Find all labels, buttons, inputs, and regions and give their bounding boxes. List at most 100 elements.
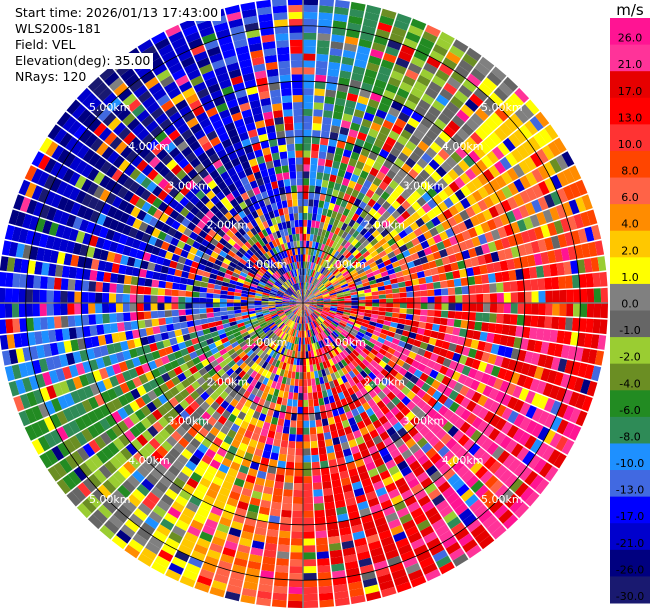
range-gate — [8, 241, 19, 257]
range-gate — [435, 555, 452, 569]
range-gate — [296, 303, 303, 306]
range-gate — [368, 55, 382, 66]
range-gate — [349, 315, 357, 320]
range-gate — [365, 157, 375, 167]
range-gate — [176, 240, 186, 250]
range-gate — [448, 303, 456, 311]
range-gate — [206, 298, 213, 303]
range-gate — [167, 267, 176, 276]
range-gate — [585, 318, 594, 333]
range-gate — [171, 164, 183, 176]
range-gate — [174, 192, 185, 203]
range-gate — [65, 378, 77, 392]
range-gate — [327, 68, 340, 77]
range-gate — [235, 402, 244, 411]
range-gate — [352, 452, 363, 462]
range-gate — [50, 177, 62, 193]
range-gate — [95, 303, 103, 314]
range-gate — [216, 275, 224, 282]
range-gate — [443, 185, 455, 197]
range-gate — [56, 251, 66, 265]
range-gate — [63, 340, 73, 353]
range-gate — [316, 53, 329, 62]
range-gate — [268, 515, 280, 524]
range-gate — [145, 473, 159, 486]
range-gate — [373, 457, 385, 468]
range-gate — [215, 200, 225, 211]
range-gate — [391, 124, 404, 135]
range-gate — [337, 369, 345, 377]
range-gate — [364, 309, 372, 314]
range-gate — [330, 349, 337, 357]
range-gate — [298, 297, 303, 303]
range-gate — [266, 393, 273, 402]
range-gate — [208, 342, 217, 350]
range-gate — [227, 265, 235, 272]
range-gate — [296, 290, 301, 297]
range-gate — [194, 324, 203, 332]
range-gate — [221, 246, 230, 254]
range-gate — [308, 241, 313, 249]
range-gate — [442, 57, 458, 71]
range-gate — [179, 277, 188, 285]
range-gate — [333, 284, 341, 289]
range-gate — [315, 293, 322, 298]
range-gate — [297, 316, 301, 324]
range-gate — [49, 342, 59, 356]
range-gate — [228, 317, 236, 323]
range-gate — [108, 77, 124, 92]
range-gate — [398, 318, 406, 325]
range-gate — [332, 330, 339, 338]
range-gate — [131, 155, 143, 168]
range-gate — [320, 258, 325, 266]
range-gate — [98, 127, 112, 142]
range-gate — [555, 435, 569, 452]
range-gate — [289, 278, 294, 285]
range-gate — [234, 204, 243, 214]
range-gate — [103, 272, 112, 283]
range-gate — [343, 404, 351, 413]
range-gate — [215, 210, 224, 220]
range-gate — [69, 187, 81, 201]
range-gate — [386, 298, 394, 303]
range-gate — [289, 303, 297, 306]
range-gate — [179, 575, 196, 588]
range-gate — [189, 246, 198, 255]
range-gate — [129, 294, 137, 303]
range-gate — [224, 211, 233, 221]
range-gate — [275, 319, 282, 325]
range-gate — [429, 141, 442, 154]
range-gate — [199, 308, 207, 314]
range-gate — [185, 237, 195, 247]
range-gate — [368, 225, 377, 235]
range-gate — [220, 372, 230, 382]
range-gate — [174, 203, 185, 213]
range-gate — [405, 240, 414, 250]
range-gate — [416, 74, 431, 87]
range-gate — [260, 266, 267, 273]
range-gate — [355, 494, 367, 504]
range-gate — [316, 305, 324, 309]
range-gate — [305, 289, 308, 297]
range-gate — [143, 311, 152, 320]
range-gate — [307, 330, 311, 338]
range-gate — [254, 448, 264, 457]
range-gate — [349, 313, 358, 318]
ray — [56, 111, 303, 303]
range-gate — [419, 341, 429, 350]
range-gate — [327, 326, 334, 333]
range-gate — [231, 189, 241, 199]
range-gate — [402, 519, 416, 531]
range-gate — [140, 417, 152, 430]
range-gate — [290, 286, 295, 293]
range-gate — [63, 199, 75, 213]
range-gate — [60, 303, 68, 316]
range-gate — [396, 87, 410, 99]
range-gate — [185, 93, 199, 105]
range-gate — [361, 322, 369, 328]
range-gate — [309, 304, 317, 307]
range-gate — [39, 452, 53, 469]
range-gate — [305, 247, 309, 255]
range-gate — [499, 102, 514, 117]
range-gate — [206, 465, 218, 476]
